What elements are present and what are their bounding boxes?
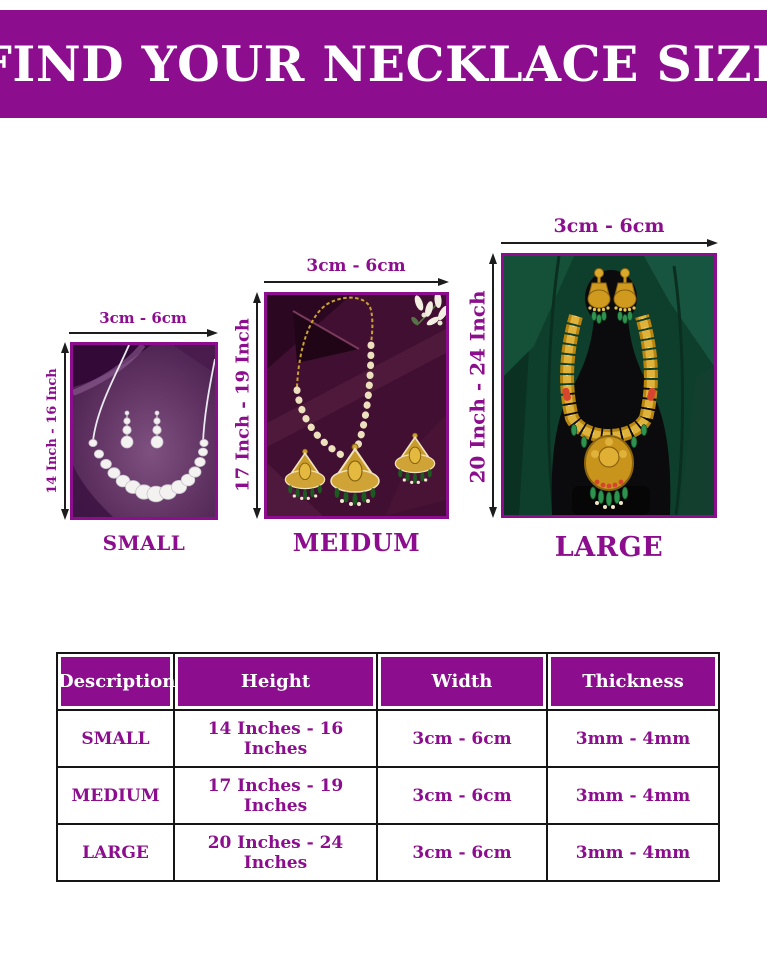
col-header-width: Width	[376, 652, 548, 711]
cell-thickness: 3mm - 4mm	[546, 766, 720, 825]
medium-necklace-photo	[264, 292, 449, 519]
pendant	[584, 435, 634, 509]
medium-width-range-label: 3cm - 6cm	[306, 256, 406, 276]
cell-thickness: 3mm - 4mm	[546, 823, 720, 882]
col-header-description: Description	[56, 652, 175, 711]
cell-width: 3cm - 6cm	[376, 709, 548, 768]
table-row-medium: MEDIUM 17 Inches - 19 Inches 3cm - 6cm 3…	[56, 766, 720, 825]
height-arrow-icon	[253, 292, 261, 519]
cell-description: MEDIUM	[56, 766, 175, 825]
large-width-range-label: 3cm - 6cm	[553, 215, 665, 237]
size-name-large: LARGE	[554, 532, 664, 563]
medium-necklace-illustration	[267, 295, 446, 516]
size-name-medium: MEIDUM	[292, 528, 421, 557]
cell-height: 20 Inches - 24 Inches	[173, 823, 378, 882]
height-arrow-icon	[61, 342, 69, 520]
size-chart-table: Description Height Width Thickness SMALL…	[56, 652, 720, 882]
cell-thickness: 3mm - 4mm	[546, 709, 720, 768]
medium-height-range-label: 17 Inch - 19 Inch	[232, 318, 253, 492]
small-necklace-photo	[70, 342, 218, 520]
cell-height: 14 Inches - 16 Inches	[173, 709, 378, 768]
cell-width: 3cm - 6cm	[376, 766, 548, 825]
small-necklace-illustration	[73, 345, 215, 517]
size-name-small: SMALL	[102, 531, 186, 555]
cell-width: 3cm - 6cm	[376, 823, 548, 882]
page-title: FIND YOUR NECKLACE SIZE	[0, 35, 767, 93]
width-arrow-icon	[501, 239, 718, 247]
small-height-range-label: 14 Inch - 16 Inch	[44, 368, 60, 494]
cell-description: LARGE	[56, 823, 175, 882]
title-banner: FIND YOUR NECKLACE SIZE	[0, 10, 767, 118]
width-arrow-icon	[69, 329, 218, 337]
table-header-row: Description Height Width Thickness	[56, 652, 720, 711]
cell-description: SMALL	[56, 709, 175, 768]
col-header-height: Height	[173, 652, 378, 711]
width-arrow-icon	[264, 278, 449, 286]
table-row-small: SMALL 14 Inches - 16 Inches 3cm - 6cm 3m…	[56, 709, 720, 768]
table-row-large: LARGE 20 Inches - 24 Inches 3cm - 6cm 3m…	[56, 823, 720, 882]
large-height-range-label: 20 Inch - 24 Inch	[465, 290, 490, 484]
large-necklace-photo	[501, 253, 717, 518]
large-necklace-illustration	[504, 256, 714, 515]
flower-accent	[411, 295, 446, 326]
col-header-thickness: Thickness	[546, 652, 720, 711]
height-arrow-icon	[489, 253, 497, 518]
cell-height: 17 Inches - 19 Inches	[173, 766, 378, 825]
small-width-range-label: 3cm - 6cm	[99, 309, 187, 327]
